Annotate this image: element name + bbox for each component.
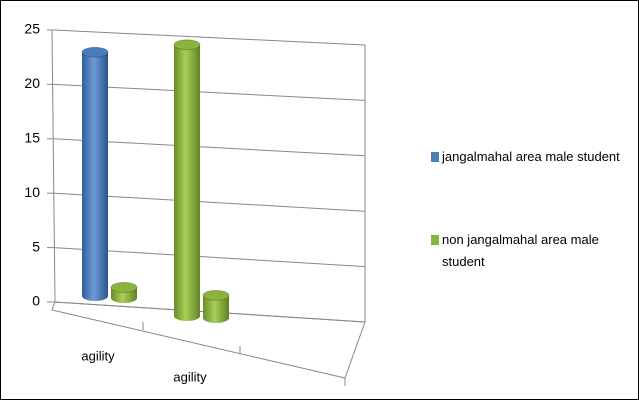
cylinder xyxy=(173,39,201,322)
x-tick-label: agility xyxy=(81,348,115,363)
y-tick-label: 10 xyxy=(24,184,40,200)
legend-item: jangalmahal area male student xyxy=(431,146,631,168)
cylinder-body xyxy=(174,44,200,322)
legend-label: jangalmahal area male student xyxy=(442,149,620,164)
y-tick-label: 15 xyxy=(24,130,40,146)
y-axis xyxy=(51,29,56,303)
cylinder-top xyxy=(81,46,109,58)
cylinder xyxy=(110,281,138,303)
legend-swatch xyxy=(431,235,439,245)
cylinder xyxy=(81,46,109,302)
y-tick-label: 0 xyxy=(32,293,40,309)
cylinder-body xyxy=(82,52,108,302)
x-tick-label: agility xyxy=(173,369,207,384)
grid-line xyxy=(53,29,366,46)
y-tick-label: 25 xyxy=(24,21,40,37)
legend-item: non jangalmahal area male student xyxy=(431,229,631,273)
y-tick-label: 5 xyxy=(32,238,40,254)
cylinder-top xyxy=(110,281,138,293)
cylinder-top xyxy=(173,39,201,51)
y-tick-label: 20 xyxy=(24,75,40,91)
cylinder-body xyxy=(203,295,229,323)
cylinder-top xyxy=(202,289,230,301)
legend-swatch xyxy=(431,152,439,162)
cylinder xyxy=(202,289,230,323)
legend-label: non jangalmahal area male student xyxy=(442,232,599,269)
